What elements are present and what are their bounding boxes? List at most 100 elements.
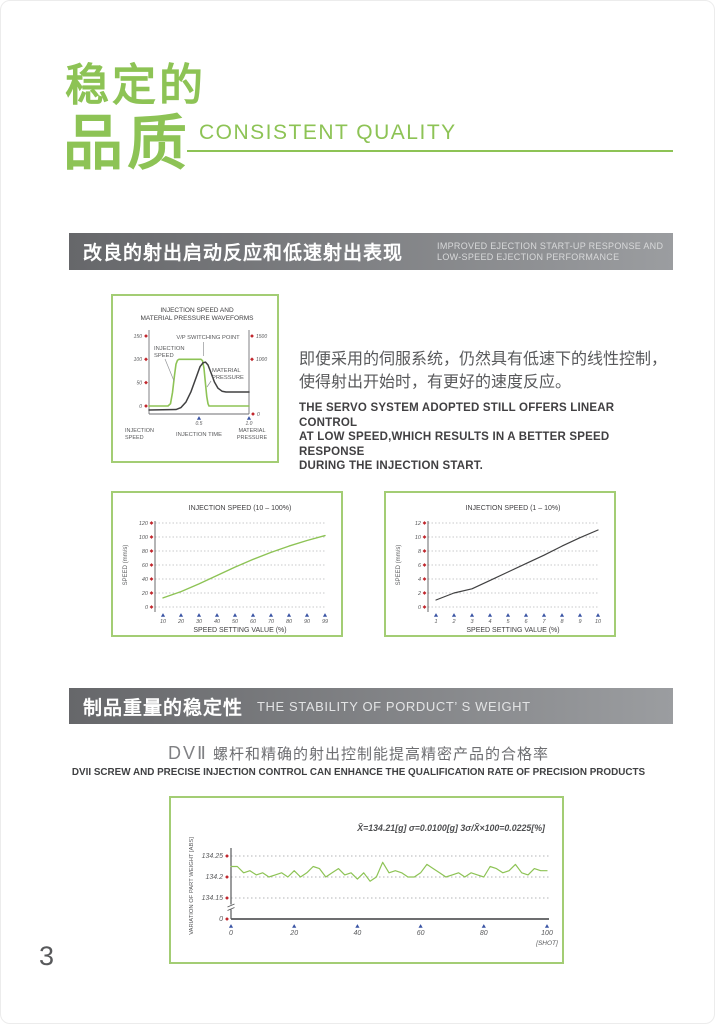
svg-text:0: 0 [219, 916, 223, 923]
svg-text:SPEED (mm/s): SPEED (mm/s) [396, 545, 402, 586]
page-title-zh-line2: 品质 [63, 110, 191, 177]
svg-text:0: 0 [418, 605, 422, 611]
svg-text:SPEED: SPEED [125, 435, 144, 441]
svg-text:PRESSURE: PRESSURE [212, 375, 244, 381]
section2-banner-title-en: THE STABILITY OF PORDUCT’ S WEIGHT [257, 698, 531, 714]
svg-text:20: 20 [141, 591, 149, 597]
svg-text:10: 10 [160, 619, 167, 625]
dv2-heading-en: DVII SCREW AND PRECISE INJECTION CONTROL… [71, 766, 646, 778]
svg-text:V/P SWITCHING POINT: V/P SWITCHING POINT [176, 335, 240, 341]
section1-body-en: THE SERVO SYSTEM ADOPTED STILL OFFERS LI… [299, 401, 671, 474]
svg-text:INJECTION SPEED AND: INJECTION SPEED AND [160, 307, 234, 314]
svg-text:60: 60 [142, 563, 149, 569]
svg-text:3: 3 [470, 619, 474, 625]
svg-text:6: 6 [524, 619, 528, 625]
svg-text:50: 50 [232, 619, 239, 625]
svg-text:4: 4 [418, 577, 421, 583]
svg-text:7: 7 [542, 619, 546, 625]
dv2-mark: DVⅡ [167, 743, 208, 763]
svg-text:70: 70 [268, 619, 275, 625]
section2-banner-title-zh: 制品重量的稳定性 [83, 697, 244, 719]
svg-text:10: 10 [595, 619, 602, 625]
section1-body-en-line2: AT LOW SPEED,WHICH RESULTS IN A BETTER S… [299, 431, 610, 458]
svg-text:MATERIAL PRESSURE WAVEFORMS: MATERIAL PRESSURE WAVEFORMS [140, 315, 254, 322]
svg-text:SPEED (mm/s): SPEED (mm/s) [123, 545, 129, 586]
svg-text:MATERIAL: MATERIAL [212, 368, 241, 374]
svg-text:VARIATION OF PART WEIGHT [ABS]: VARIATION OF PART WEIGHT [ABS] [189, 837, 195, 935]
svg-text:60: 60 [417, 930, 425, 937]
section1-body-en-line1: THE SERVO SYSTEM ADOPTED STILL OFFERS LI… [299, 402, 615, 429]
svg-text:12: 12 [415, 521, 421, 527]
subtitle-underline [187, 150, 673, 152]
svg-text:20: 20 [177, 619, 185, 625]
svg-text:1000: 1000 [256, 357, 267, 363]
section1-body-text: 即便采用的伺服系统，仍然具有低速下的线性控制， 使得射出开始时，有更好的速度反应… [299, 348, 671, 474]
section1-body-en-line3: DURING THE INJECTION START. [299, 460, 484, 472]
svg-text:134.25: 134.25 [202, 853, 224, 860]
page-subtitle-en: CONSISTENT QUALITY [199, 121, 457, 144]
svg-text:100: 100 [541, 930, 553, 937]
svg-text:5: 5 [506, 619, 510, 625]
svg-text:30: 30 [196, 619, 203, 625]
svg-text:9: 9 [578, 619, 581, 625]
svg-text:80: 80 [142, 549, 149, 555]
svg-text:4: 4 [488, 619, 491, 625]
section1-banner: 改良的射出启动反应和低速射出表现 IMPROVED EJECTION START… [69, 233, 673, 270]
section1-body-zh-line2: 使得射出开始时，有更好的速度反应。 [299, 374, 572, 391]
svg-text:134.2: 134.2 [205, 874, 223, 881]
svg-text:90: 90 [304, 619, 311, 625]
svg-text:134.15: 134.15 [202, 895, 224, 902]
svg-text:1: 1 [434, 619, 437, 625]
svg-text:0: 0 [229, 930, 233, 937]
svg-text:0: 0 [145, 605, 149, 611]
speed-chart-1-10: INJECTION SPEED (1 – 10%) 0 2 4 6 8 10 12 1 2 3 4 5 6… [384, 491, 616, 637]
svg-text:MATERIAL: MATERIAL [238, 428, 265, 434]
svg-text:100: 100 [134, 357, 143, 363]
svg-text:SPEED SETTING VALUE (%): SPEED SETTING VALUE (%) [193, 627, 286, 634]
svg-text:INJECTION SPEED (1 – 10%): INJECTION SPEED (1 – 10%) [466, 505, 561, 512]
svg-text:0: 0 [257, 412, 260, 418]
svg-text:20: 20 [289, 930, 298, 937]
section1-banner-title-zh: 改良的射出启动反应和低速射出表现 [83, 243, 404, 264]
svg-text:60: 60 [250, 619, 257, 625]
svg-text:2: 2 [451, 619, 455, 625]
svg-text:80: 80 [286, 619, 293, 625]
section1-banner-en-line2: LOW-SPEED EJECTION PERFORMANCE [437, 251, 620, 262]
svg-text:40: 40 [354, 930, 362, 937]
svg-text:0: 0 [139, 404, 142, 410]
svg-text:80: 80 [480, 930, 488, 937]
dv2-heading-zh: DVⅡ 螺杆和精确的射出控制能提高精密产品的合格率 [1, 743, 714, 764]
section2-banner: 制品重量的稳定性 THE STABILITY OF PORDUCT’ S WEI… [69, 688, 673, 724]
weight-stability-chart: X̄=134.21[g] σ=0.0100[g] 3σ/X̄×100=0.022… [169, 796, 564, 964]
svg-text:X̄=134.21[g] σ=0.0100[g]: X̄=134.21[g] σ=0.0100[g] 3σ/X̄×100=0.022… [356, 823, 546, 833]
section1-banner-en-line1: IMPROVED EJECTION START-UP RESPONSE AND [437, 240, 664, 251]
svg-text:SPEED: SPEED [154, 353, 174, 359]
svg-text:150: 150 [134, 334, 143, 340]
svg-text:100: 100 [139, 535, 149, 541]
svg-text:1.0: 1.0 [246, 421, 253, 427]
page-number: 3 [39, 941, 55, 971]
svg-text:INJECTION SPEED (10 – 100%): INJECTION SPEED (10 – 100%) [189, 505, 292, 512]
svg-text:PRESSURE: PRESSURE [237, 435, 268, 441]
svg-text:[SHOT]: [SHOT] [535, 940, 558, 947]
svg-text:40: 40 [142, 577, 149, 583]
svg-text:INJECTION: INJECTION [154, 346, 185, 352]
svg-text:2: 2 [417, 591, 421, 597]
svg-text:8: 8 [418, 549, 422, 555]
svg-text:50: 50 [136, 380, 142, 386]
svg-text:40: 40 [214, 619, 221, 625]
svg-text:SPEED SETTING VALUE (%): SPEED SETTING VALUE (%) [466, 627, 559, 634]
speed-chart-10-100: INJECTION SPEED (10 – 100%) 0 20 40 60 80 100 1… [111, 491, 343, 637]
svg-text:1500: 1500 [256, 334, 267, 340]
svg-text:0.5: 0.5 [196, 421, 203, 427]
svg-text:120: 120 [139, 521, 149, 527]
section1-body-zh-line1: 即便采用的伺服系统，仍然具有低速下的线性控制， [299, 351, 668, 368]
svg-text:99: 99 [322, 619, 328, 625]
svg-text:INJECTION TIME: INJECTION TIME [176, 432, 222, 438]
dv2-heading-zh-rest: 螺杆和精确的射出控制能提高精密产品的合格率 [207, 746, 550, 763]
svg-text:6: 6 [418, 563, 422, 569]
section1-banner-title-en: IMPROVED EJECTION START-UP RESPONSE AND … [437, 241, 663, 263]
page-title-zh-line1: 稳定的 [65, 61, 206, 110]
waveform-chart: INJECTION SPEED AND MATERIAL PRESSURE WAV… [111, 294, 279, 463]
